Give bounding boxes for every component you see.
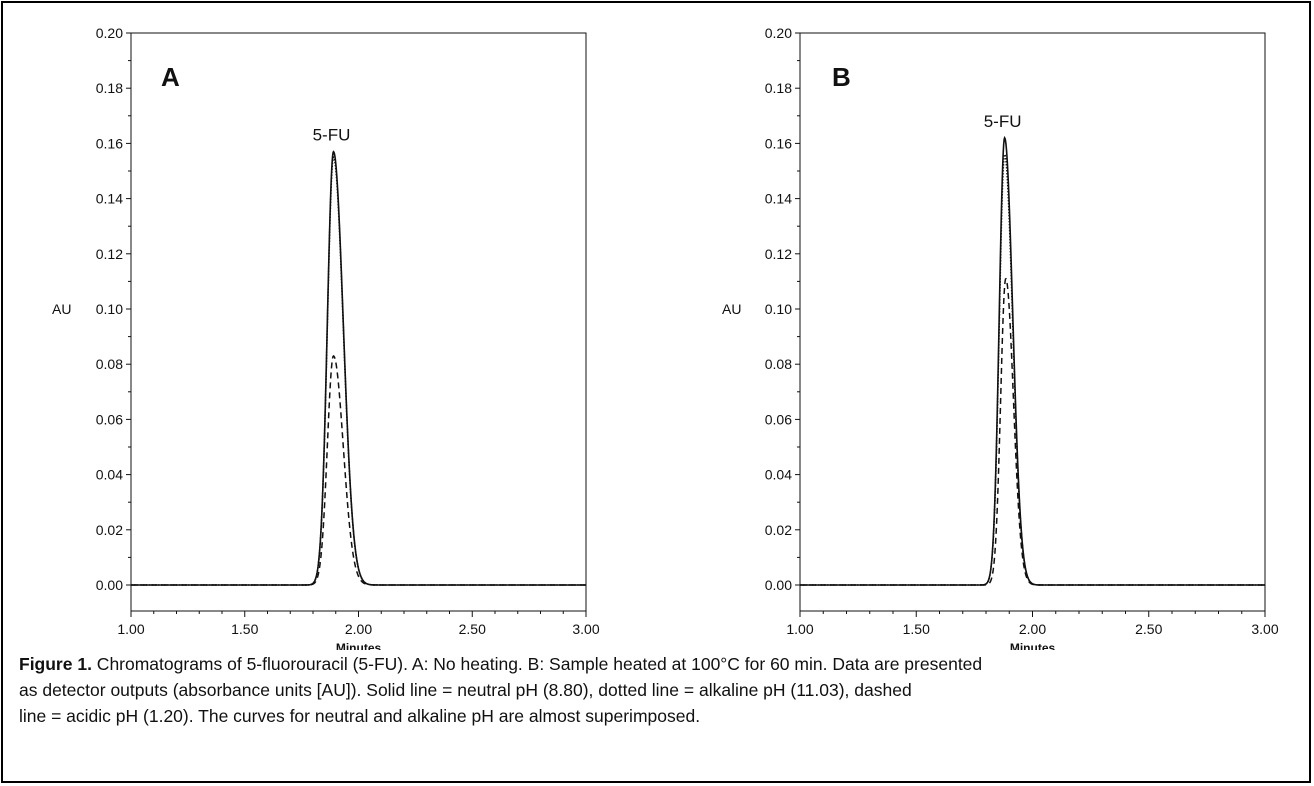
x-tick-label: 1.00: [117, 621, 144, 637]
series-dashed-line: [131, 354, 586, 586]
y-tick-label: 0.10: [96, 301, 123, 317]
y-tick-label: 0.02: [96, 522, 123, 538]
y-tick-label: 0.14: [765, 191, 792, 207]
y-tick-label: 0.20: [96, 25, 123, 41]
chart-panel-a: 0.00 0.02 0.04 0.06 0.08 0.10 0.12 0.14 0.16 0.18…: [52, 25, 600, 650]
y-tick-label: 0.00: [765, 577, 792, 593]
x-tick-label: 2.50: [1135, 621, 1162, 637]
y-tick-label: 0.06: [765, 411, 792, 427]
y-tick-label: 0.16: [765, 135, 792, 151]
x-tick-label: 1.50: [231, 621, 258, 637]
series-dotted-line: [131, 155, 586, 586]
plot-area: [799, 32, 1266, 612]
plot-area: [130, 32, 587, 612]
x-tick-label: 2.50: [459, 621, 486, 637]
x-axis-label: Minutes: [1010, 641, 1056, 650]
series-dashed-line: [800, 277, 1265, 586]
y-tick-label: 0.08: [96, 356, 123, 372]
peak-label: 5-FU: [313, 126, 351, 145]
y-tick-label: 0.08: [765, 356, 792, 372]
y-tick-label: 0.12: [96, 246, 123, 262]
caption-label: Figure 1.: [19, 654, 92, 674]
series-solid-line: [131, 150, 586, 586]
y-tick-label: 0.10: [765, 301, 792, 317]
y-tick-label: 0.14: [96, 191, 123, 207]
x-tick-label: 2.00: [345, 621, 372, 637]
x-tick-label: 1.50: [903, 621, 930, 637]
figure-caption: Figure 1. Chromatograms of 5-fluorouraci…: [19, 651, 1304, 729]
y-tick-label: 0.18: [96, 80, 123, 96]
series-dotted-line: [800, 152, 1265, 586]
chart-panel-b: 0.00 0.02 0.04 0.06 0.08 0.10 0.12 0.14 0.16 0.18…: [722, 25, 1279, 650]
y-tick-label: 0.00: [96, 577, 123, 593]
caption-text-1: Chromatograms of 5-fluorouracil (5-FU). …: [91, 654, 983, 674]
y-axis-label: AU: [52, 301, 71, 317]
caption-line-1: Figure 1. Chromatograms of 5-fluorouraci…: [19, 651, 1304, 677]
y-tick-label: 0.12: [765, 246, 792, 262]
y-axis-label: AU: [722, 301, 741, 317]
x-tick-label: 3.00: [1251, 621, 1278, 637]
chromatogram-charts: 0.00 0.02 0.04 0.06 0.08 0.10 0.12 0.14 0.16 0.18…: [52, 25, 1279, 650]
y-tick-label: 0.18: [765, 80, 792, 96]
y-tick-label: 0.02: [765, 522, 792, 538]
x-tick-label: 3.00: [572, 621, 599, 637]
y-tick-label: 0.20: [765, 25, 792, 41]
y-tick-label: 0.04: [765, 467, 792, 483]
caption-line-2: as detector outputs (absorbance units [A…: [19, 680, 912, 700]
y-tick-label: 0.16: [96, 135, 123, 151]
caption-line-3: line = acidic pH (1.20). The curves for …: [19, 706, 701, 726]
series-solid-line: [800, 135, 1265, 586]
x-tick-label: 2.00: [1019, 621, 1046, 637]
x-axis-label: Minutes: [336, 641, 382, 650]
x-tick-label: 1.00: [786, 621, 813, 637]
peak-label: 5-FU: [984, 112, 1022, 131]
panel-label: A: [161, 62, 180, 92]
panel-label: B: [832, 62, 851, 92]
y-tick-label: 0.06: [96, 411, 123, 427]
y-tick-label: 0.04: [96, 467, 123, 483]
